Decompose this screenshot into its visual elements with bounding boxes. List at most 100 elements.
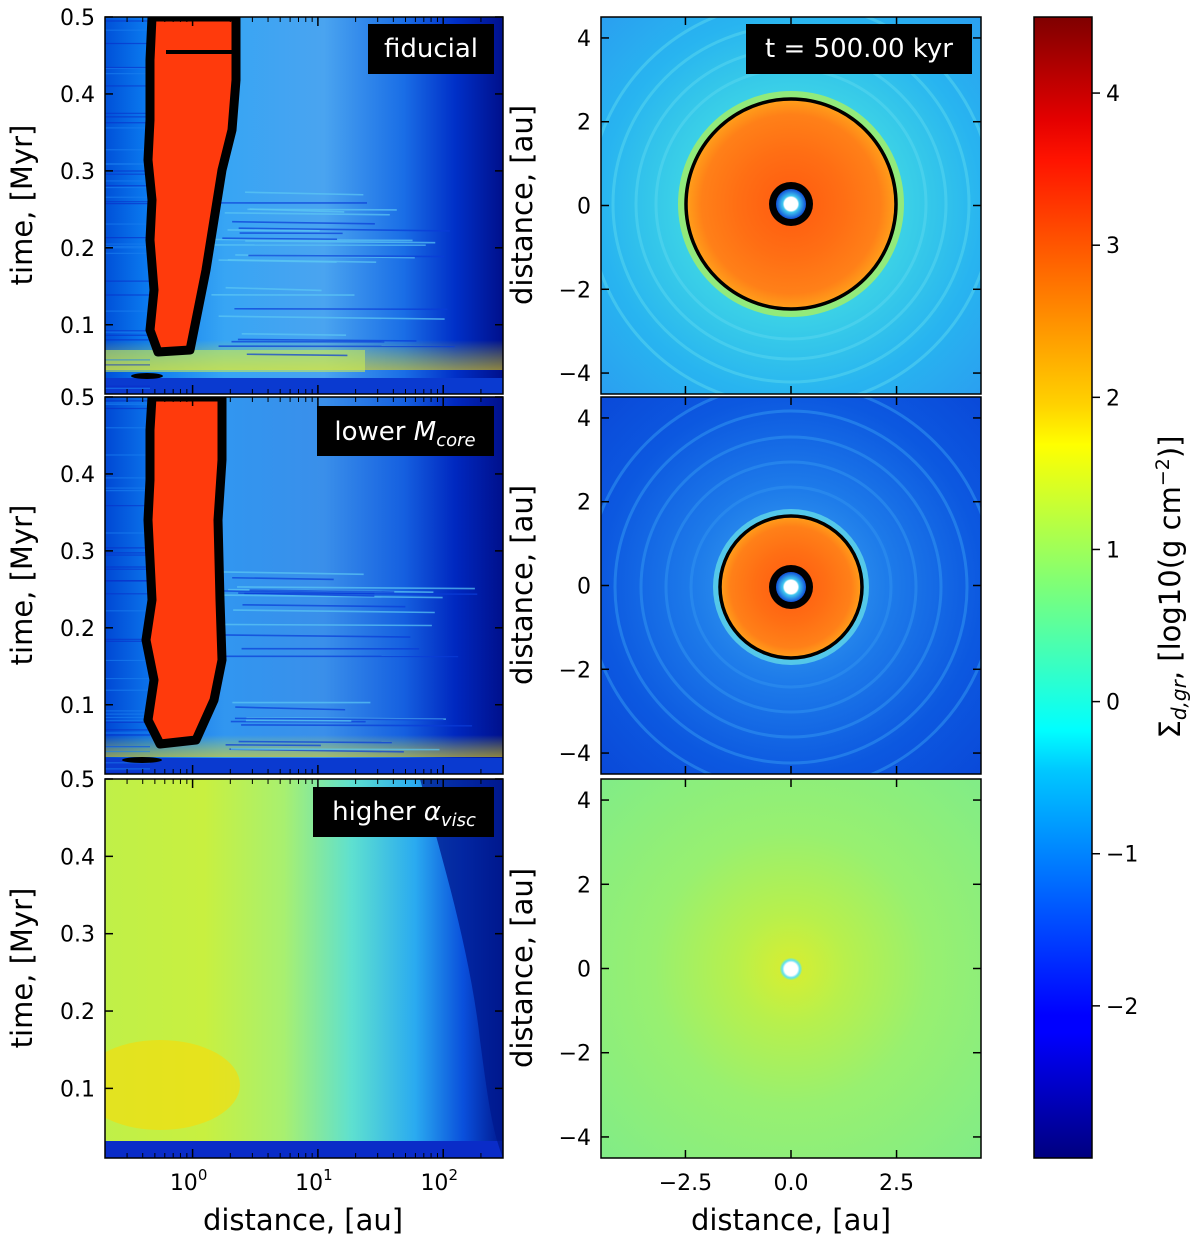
colorbar: 4 3 2 1 0 −1 −2 Σd,gr, [log10(g cm−2)] (1033, 16, 1191, 1159)
ytick-label-time: 0.3 (60, 923, 95, 948)
panel-right-bottom-inner-hole (780, 958, 802, 980)
ytick-label-distance: 0 (577, 195, 591, 220)
colorbar-label: Σd,gr, [log10(g cm−2)] (1152, 436, 1191, 739)
ylabel-right-bottom: distance, [au] (505, 868, 539, 1068)
ytick-label-distance: 0 (577, 575, 591, 600)
panel-left-bottom-dark-bottom (105, 1141, 503, 1158)
streak (241, 724, 473, 727)
colorbar-tick-label: −1 (1106, 843, 1138, 868)
ylabel-left-bottom: time, [Myr] (5, 888, 39, 1049)
ytick-label-distance: 4 (577, 27, 591, 52)
ytick-label-distance: −4 (559, 1126, 591, 1151)
panel-right-middle-inner-hole (776, 572, 806, 602)
streak (230, 748, 440, 751)
streak (232, 576, 334, 581)
ylabel-left-top: time, [Myr] (5, 125, 39, 286)
ytick-label-distance: −2 (559, 658, 591, 683)
panel-left-middle: lower Mcore (104, 396, 504, 775)
streak (242, 604, 406, 608)
colorbar-tick-label: 0 (1106, 691, 1120, 716)
ylabel-right-middle: distance, [au] (505, 485, 539, 685)
xtick-label-distance: 0.0 (774, 1171, 809, 1196)
panel-right-bottom (600, 778, 982, 1159)
streak (246, 353, 348, 357)
higher-avisc-label: higher αvisc (332, 797, 476, 831)
ytick-label-time: 0.1 (60, 694, 95, 719)
streak (248, 254, 445, 258)
ytick-label-distance: 4 (577, 789, 591, 814)
streak (220, 590, 375, 595)
ytick-label-time: 0.3 (60, 160, 95, 185)
panel-left-top-dark-bottom (105, 378, 503, 394)
colorbar-tick-label: 2 (1106, 386, 1120, 411)
time-label: t = 500.00 kyr (765, 34, 953, 64)
streak (213, 623, 432, 627)
colorbar-ticks: 4 3 2 1 0 −1 −2 (1092, 82, 1138, 1020)
streak (245, 191, 364, 196)
ytick-label-distance: 2 (577, 873, 591, 898)
panel-left-bottom-frame (104, 778, 504, 1159)
streak (222, 237, 338, 241)
streak (218, 315, 445, 320)
streak (241, 333, 347, 336)
streak (233, 609, 435, 614)
panel-left-middle-dark-bottom (105, 758, 503, 774)
ytick-label-time: 0.1 (60, 1077, 95, 1102)
ytick-label-time: 0.5 (60, 386, 95, 411)
panel-left-top-frame (104, 16, 504, 395)
ytick-label-distance: −2 (559, 278, 591, 303)
panel-left-bottom-edge (420, 779, 503, 1158)
streak (217, 594, 443, 599)
ytick-label-distance: −4 (559, 742, 591, 767)
panel-left-top-stripes (105, 17, 455, 390)
xtick-label-log: 101 (295, 1166, 333, 1196)
time-tag: t = 500.00 kyr (746, 24, 972, 74)
ytick-label-distance: 4 (577, 407, 591, 432)
panel-left-middle-stripes (105, 400, 478, 773)
panel-right-top: t = 500.00 kyr (600, 16, 982, 395)
streak (225, 286, 322, 292)
xlabel-left: distance, [au] (203, 1203, 403, 1237)
colorbar-tick-label: 4 (1106, 82, 1120, 107)
xtick-label-distance: 2.5 (879, 1171, 914, 1196)
fiducial-label: fiducial (384, 34, 478, 64)
panel-left-bottom-warm-spot (105, 1040, 240, 1130)
ytick-label-time: 0.2 (60, 1000, 95, 1025)
ytick-label-time: 0.3 (60, 540, 95, 565)
panel-right-middle (600, 396, 982, 775)
colorbar-tick-label: 1 (1106, 538, 1120, 563)
colorbar-tick-label: 3 (1106, 234, 1120, 259)
xtick-label-log: 102 (420, 1166, 458, 1196)
panel-left-middle-frame (104, 396, 504, 775)
xlabel-right: distance, [au] (691, 1203, 891, 1237)
ytick-label-distance: 2 (577, 491, 591, 516)
streak (210, 634, 411, 638)
lower-mcore-label: lower Mcore (334, 417, 475, 451)
streak (238, 227, 450, 232)
streak (221, 571, 364, 576)
streak (238, 740, 392, 744)
ytick-label-time: 0.4 (60, 845, 95, 870)
streak (237, 338, 417, 342)
panel-right-middle-ripples (601, 397, 981, 774)
panel-left-top-early-glow (105, 350, 365, 372)
streak (224, 212, 390, 216)
streak (218, 259, 337, 263)
ytick-label-distance: 2 (577, 111, 591, 136)
streak (214, 238, 413, 242)
ytick-label-time: 0.2 (60, 617, 95, 642)
fiducial-tag: fiducial (368, 24, 494, 74)
xtick-label-log: 100 (170, 1166, 208, 1196)
ytick-label-time: 0.1 (60, 314, 95, 339)
streak (249, 208, 345, 213)
streak (245, 240, 436, 244)
streak (232, 220, 375, 225)
ytick-label-time: 0.2 (60, 237, 95, 262)
ytick-label-distance: −2 (559, 1042, 591, 1067)
lower-mcore-tag: lower Mcore (317, 406, 494, 456)
ytick-label-time: 0.5 (60, 6, 95, 31)
panel-left-middle-blob (122, 757, 162, 763)
ylabel-left-middle: time, [Myr] (5, 505, 39, 666)
panel-left-middle-dust-ring (141, 397, 227, 749)
